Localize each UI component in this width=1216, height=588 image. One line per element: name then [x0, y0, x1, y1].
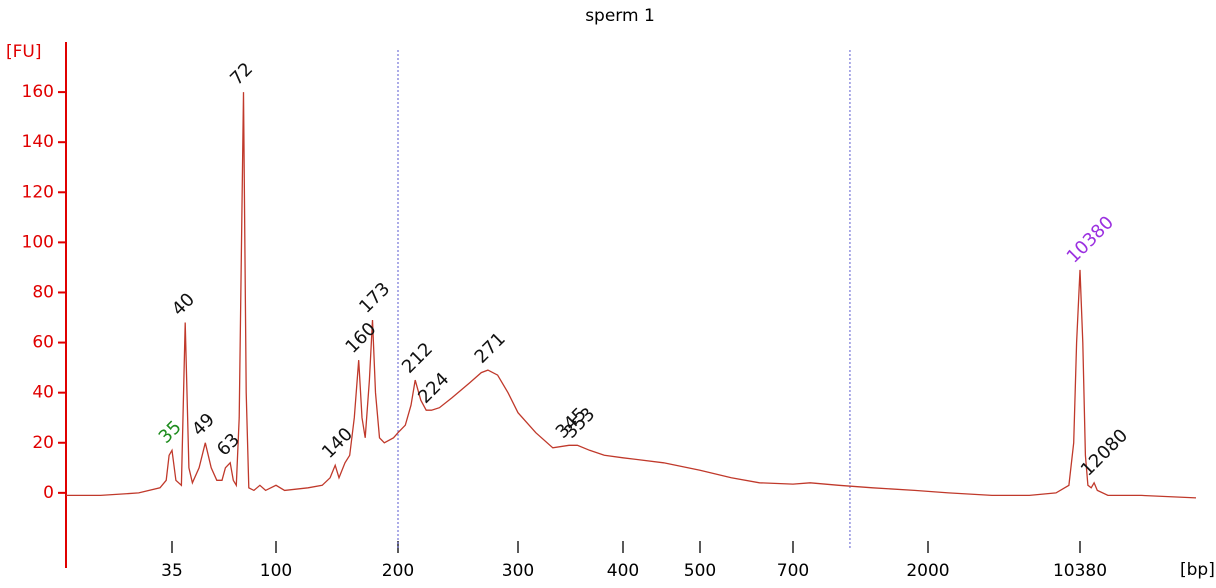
- y-tick-label: 140: [22, 132, 54, 152]
- y-tick-label: 40: [32, 383, 54, 403]
- trace: [66, 92, 1197, 499]
- peak-label: 271: [471, 329, 510, 368]
- x-tick-label: 400: [607, 561, 639, 581]
- x-axis-label: [bp]: [1180, 560, 1215, 580]
- peak-label: 40: [168, 289, 199, 320]
- y-tick-label: 0: [43, 483, 54, 503]
- peak-label: 212: [398, 339, 437, 378]
- y-tick-label: 120: [22, 182, 54, 202]
- x-tick-label: 10380: [1053, 561, 1107, 581]
- peak-label: 35: [155, 417, 186, 448]
- y-axis-label: [FU]: [6, 42, 42, 62]
- x-tick-label: 100: [260, 561, 292, 581]
- y-tick-label: 100: [22, 232, 54, 252]
- y-tick-label: 160: [22, 82, 54, 102]
- peak-label: 63: [213, 429, 244, 460]
- chart-title: sperm 1: [585, 6, 655, 26]
- peak-label: 72: [226, 59, 257, 90]
- peak-label: 140: [318, 424, 357, 463]
- x-tick-label: 200: [382, 561, 414, 581]
- peak-label: 49: [188, 409, 219, 440]
- x-tick-label: 300: [502, 561, 534, 581]
- x-tick-label: 2000: [906, 561, 949, 581]
- x-tick-label: 700: [777, 561, 809, 581]
- x-tick-label: 35: [161, 561, 183, 581]
- y-tick-label: 80: [32, 282, 54, 302]
- peak-label: 173: [355, 278, 394, 317]
- y-tick-label: 20: [32, 433, 54, 453]
- y-tick-label: 60: [32, 333, 54, 353]
- peak-label: 10380: [1063, 212, 1118, 267]
- x-tick-label: 500: [684, 561, 716, 581]
- peak-label: 160: [341, 318, 380, 357]
